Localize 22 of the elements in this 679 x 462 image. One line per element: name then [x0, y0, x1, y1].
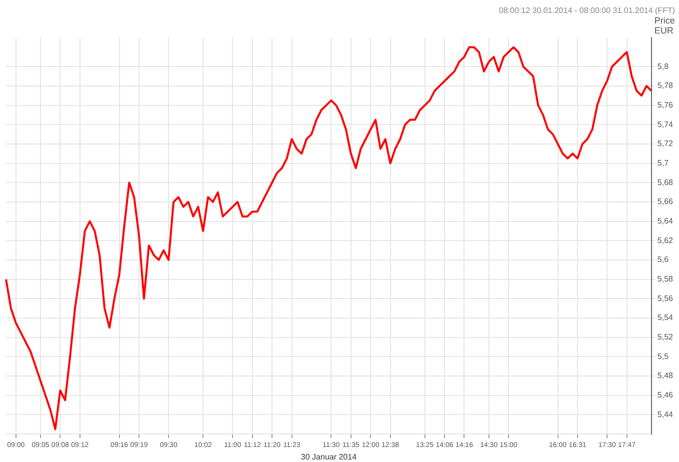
y-tick-label: 5,5	[657, 352, 670, 361]
y-axis-title: Price EUR	[654, 16, 675, 36]
y-tick-label: 5,68	[657, 178, 674, 187]
y-tick-label: 5,6	[657, 255, 670, 264]
y-tick-label: 5,8	[657, 62, 670, 71]
y-tick-label: 5,54	[657, 313, 674, 322]
y-tick-label: 5,52	[657, 332, 674, 342]
y-tick-label: 5,74	[657, 120, 674, 129]
y-tick-label: 5,78	[657, 81, 674, 90]
chart-subtitle: 08:00:12 30.01.2014 - 08:00:00 31.01.2014 (FFT)	[498, 6, 676, 16]
y-tick-label: 5,66	[657, 197, 674, 206]
y-tick-label: 5,56	[657, 294, 674, 303]
y-tick-label: 5,7	[657, 158, 670, 168]
y-tick-label: 5,44	[657, 410, 674, 419]
y-tick-label: 5,48	[657, 371, 674, 380]
y-tick-label: 5,72	[657, 139, 674, 148]
y-tick-label: 5,64	[657, 216, 674, 226]
y-tick-label: 5,58	[657, 274, 674, 284]
y-tick-label: 5,62	[657, 236, 674, 245]
y-tick-label: 5,46	[657, 390, 674, 400]
y-tick-label: 5,76	[657, 100, 674, 110]
x-axis-title: 30 Januar 2014	[300, 452, 358, 462]
